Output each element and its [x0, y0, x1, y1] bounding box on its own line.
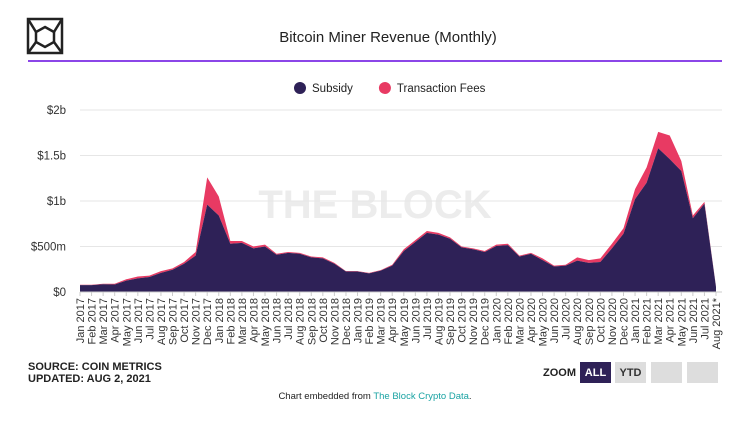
x-tick-label: Jan 2017	[75, 298, 87, 343]
x-tick-label: Jan 2021	[630, 298, 642, 343]
x-tick-label: Aug 2018	[295, 298, 307, 345]
x-tick-label: Jul 2020	[561, 298, 573, 340]
x-tick-label: May 2019	[399, 298, 411, 346]
x-tick-label: Apr 2019	[387, 298, 399, 343]
x-tick-label: Oct 2020	[595, 298, 607, 343]
updated: UPDATED: AUG 2, 2021	[28, 373, 151, 385]
legend-swatch	[294, 82, 306, 94]
x-tick-label: Mar 2019	[376, 298, 388, 344]
x-tick-label: Jul 2021	[699, 298, 711, 340]
x-tick-label: Apr 2017	[110, 298, 122, 343]
zoom-button-label[interactable]: ALL	[585, 367, 607, 379]
x-tick-label: May 2020	[538, 298, 550, 346]
source: SOURCE: COIN METRICS	[28, 361, 162, 373]
x-tick-label: Jun 2020	[549, 298, 561, 343]
zoom-button[interactable]	[687, 362, 718, 383]
x-tick-label: Jan 2019	[353, 298, 365, 343]
x-tick-label: Feb 2019	[364, 298, 376, 344]
x-tick-label: Mar 2017	[98, 298, 110, 344]
footer-link[interactable]: The Block Crypto Data	[373, 391, 469, 402]
zoom-button[interactable]	[615, 362, 646, 383]
x-tick-label: Mar 2018	[237, 298, 249, 344]
x-tick-label: May 2018	[260, 298, 272, 346]
zoom-button[interactable]	[580, 362, 611, 383]
x-tick-label: Aug 2020	[572, 298, 584, 345]
footer-text: Chart embedded from	[278, 391, 370, 402]
x-tick-label: Oct 2017	[179, 298, 191, 343]
y-tick-label: $500m	[31, 242, 66, 254]
x-tick-label: Aug 2021*	[711, 297, 723, 349]
x-tick-label: Jul 2017	[144, 298, 156, 340]
x-tick-label: Feb 2018	[225, 298, 237, 344]
x-tick-label: Dec 2018	[341, 298, 353, 345]
watermark: THE BLOCK	[258, 183, 491, 227]
x-tick-label: Nov 2018	[329, 298, 341, 345]
x-tick-label: Jun 2018	[272, 298, 284, 343]
footer-end: .	[469, 391, 472, 402]
x-tick-label: May 2017	[121, 298, 133, 346]
x-tick-label: Sep 2020	[584, 298, 596, 345]
x-tick-label: Mar 2020	[514, 298, 526, 344]
legend-label: Transaction Fees	[397, 83, 486, 95]
footer: Chart embedded from The Block Crypto Dat…	[278, 391, 471, 402]
zoom-button-label[interactable]: YTD	[620, 367, 642, 379]
x-tick-label: Nov 2017	[191, 298, 203, 345]
x-tick-label: Nov 2020	[607, 298, 619, 345]
zoom-button[interactable]	[651, 362, 682, 383]
x-tick-label: Jan 2020	[491, 298, 503, 343]
x-tick-label: Apr 2018	[248, 298, 260, 343]
x-tick-label: Dec 2017	[202, 298, 214, 345]
y-tick-label: $2b	[47, 105, 66, 117]
logo	[26, 17, 64, 55]
y-tick-label: $1.5b	[37, 151, 66, 163]
x-tick-label: Feb 2017	[87, 298, 99, 344]
y-tick-label: $0	[53, 287, 66, 299]
x-tick-label: Nov 2019	[468, 298, 480, 345]
x-tick-label: May 2021	[676, 298, 688, 346]
x-tick-label: Jul 2019	[422, 298, 434, 340]
x-tick-label: Dec 2019	[480, 298, 492, 345]
x-tick-label: Feb 2020	[503, 298, 515, 344]
x-tick-label: Dec 2020	[618, 298, 630, 345]
legend-swatch	[378, 82, 391, 94]
x-tick-label: Apr 2020	[526, 298, 538, 343]
y-tick-label: $1b	[47, 196, 66, 208]
x-tick-label: Jun 2019	[410, 298, 422, 343]
x-tick-label: Jun 2017	[133, 298, 145, 343]
x-tick-label: Mar 2021	[653, 298, 665, 344]
legend-label: Subsidy	[312, 83, 353, 95]
area	[80, 148, 716, 292]
x-tick-label: Sep 2018	[306, 298, 318, 345]
x-tick-label: Oct 2019	[457, 298, 469, 343]
chart-title: Bitcoin Miner Revenue (Monthly)	[279, 29, 497, 46]
x-tick-label: Aug 2017	[156, 298, 168, 345]
x-tick-label: Sep 2019	[445, 298, 457, 345]
x-tick-label: Jul 2018	[283, 298, 295, 340]
x-tick-label: Jun 2021	[688, 298, 700, 343]
x-tick-label: Jan 2018	[214, 298, 226, 343]
x-tick-label: Feb 2021	[642, 298, 654, 344]
x-tick-label: Oct 2018	[318, 298, 330, 343]
x-tick-label: Apr 2021	[665, 298, 677, 343]
x-tick-label: Aug 2019	[433, 298, 445, 345]
zoom-label: ZOOM	[543, 367, 576, 379]
x-tick-label: Sep 2017	[168, 298, 180, 345]
